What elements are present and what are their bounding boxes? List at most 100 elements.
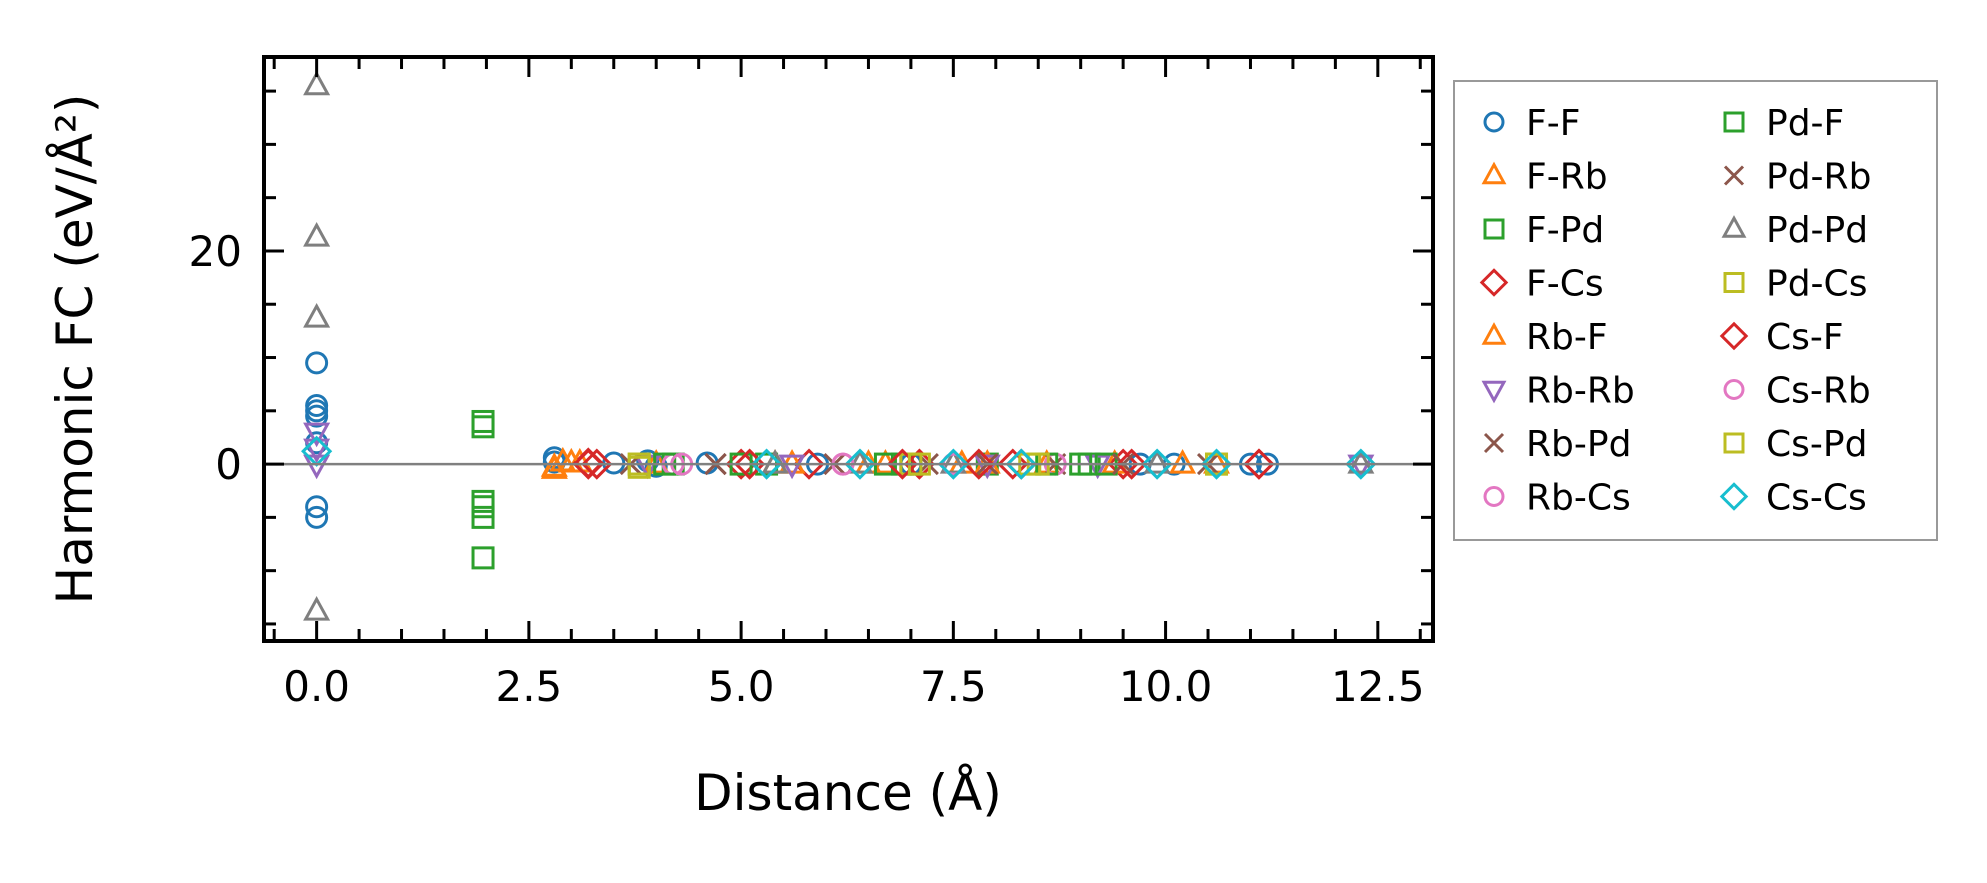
data-point-pd-pd [846, 448, 874, 474]
legend-item: Pd-Cs [1723, 264, 1867, 305]
legend-marker-rb-pd [1483, 432, 1505, 454]
plot-frame [262, 55, 1435, 643]
legend-label: F-F [1526, 103, 1580, 144]
legend-marker-cs-f [1719, 321, 1749, 351]
legend-marker-rb-cs [1483, 486, 1505, 507]
data-point-pd-pd [1143, 448, 1171, 474]
data-point-cs-cs [937, 448, 969, 480]
legend-marker-f-pd [1483, 218, 1505, 240]
data-point-cs-cs [1005, 448, 1037, 480]
data-point-rb-rb [303, 438, 331, 464]
legend-marker-pd-f [1723, 111, 1745, 133]
data-point-rb-rb [973, 454, 1001, 480]
x-tick-label: 12.5 [1331, 662, 1425, 711]
legend-item: Rb-Cs [1483, 478, 1631, 519]
x-tick-label: 2.5 [495, 662, 562, 711]
data-point-cs-f [572, 448, 604, 480]
data-point-pd-pd [303, 302, 331, 328]
legend-marker-rb-f [1481, 322, 1507, 345]
data-point-pd-pd [761, 448, 789, 474]
data-point-cs-f [963, 448, 995, 480]
data-point-rb-f [778, 448, 806, 474]
legend-label: Cs-Cs [1766, 478, 1867, 519]
data-point-cs-cs [1345, 448, 1377, 480]
data-point-cs-f [1243, 448, 1275, 480]
legend-item: F-Rb [1481, 157, 1608, 198]
legend-item: F-Cs [1479, 264, 1604, 305]
x-axis-label: Distance (Å) [694, 764, 1002, 822]
data-point-f-f [305, 505, 329, 529]
legend-item: F-F [1483, 103, 1580, 144]
data-point-f-cs [581, 448, 613, 480]
y-tick-label: 20 [189, 227, 242, 276]
data-point-pd-pd [939, 448, 967, 474]
legend-label: Pd-Pd [1766, 210, 1868, 251]
data-point-cs-f [1116, 448, 1148, 480]
data-point-f-f [305, 495, 329, 519]
legend-marker-pd-pd [1721, 215, 1747, 238]
legend-marker-f-f [1483, 111, 1505, 133]
data-point-pd-f [471, 505, 495, 529]
legend-item: Cs-Rb [1723, 371, 1871, 412]
data-point-cs-cs [750, 448, 783, 480]
legend-marker-pd-cs [1723, 272, 1745, 293]
legend-item: F-Pd [1483, 210, 1604, 251]
data-point-pd-pd [303, 221, 331, 247]
y-axis-label: Harmonic FC (eV/Å²) [46, 94, 104, 605]
x-tick-label: 5.0 [708, 662, 775, 711]
x-tick-label: 0.0 [283, 662, 350, 711]
legend-item: Cs-Cs [1719, 478, 1867, 519]
data-point-rb-rb [778, 454, 806, 480]
legend-item: Rb-Pd [1483, 424, 1631, 465]
legend-label: Cs-Rb [1766, 371, 1871, 412]
data-point-cs-cs [844, 448, 876, 480]
legend-marker-f-rb [1481, 161, 1507, 185]
legend-marker-pd-rb [1723, 165, 1745, 186]
data-point-f-f [305, 351, 329, 375]
data-point-rb-rb [1347, 454, 1375, 480]
legend-item: Rb-Rb [1481, 371, 1635, 412]
legend-label: F-Pd [1526, 210, 1604, 251]
legend-item: Pd-F [1723, 103, 1844, 144]
legend-label: Rb-Cs [1526, 478, 1631, 519]
legend-label: Pd-Rb [1766, 157, 1871, 198]
legend-item: Pd-Rb [1723, 157, 1871, 198]
legend-label: Cs-Pd [1766, 424, 1867, 465]
data-point-cs-f [997, 448, 1029, 480]
legend-label: Rb-Pd [1526, 424, 1631, 465]
data-point-cs-f [886, 448, 919, 480]
axis-ticks [264, 57, 1433, 641]
legend-label: Pd-Cs [1766, 264, 1867, 305]
data-point-pd-f [471, 409, 495, 433]
legend-marker-cs-pd [1723, 432, 1745, 454]
data-point-pd-f [471, 415, 495, 439]
legend-marker-cs-rb [1723, 379, 1745, 400]
x-tick-label: 10.0 [1119, 662, 1213, 711]
data-point-pd-f [471, 546, 495, 570]
legend-item: Cs-Pd [1723, 424, 1867, 465]
legend-item: Pd-Pd [1721, 210, 1868, 251]
data-point-cs-cs [1200, 448, 1233, 480]
data-point-f-cs [1107, 448, 1139, 480]
data-point-pd-pd [1347, 448, 1375, 474]
legend-label: F-Cs [1526, 264, 1604, 305]
legend-marker-rb-rb [1481, 380, 1507, 404]
data-point-rb-rb [303, 454, 331, 480]
legend-marker-f-cs [1479, 268, 1509, 297]
legend-item: Rb-F [1481, 317, 1608, 358]
y-tick-label: 0 [215, 440, 242, 489]
data-point-rb-rb [303, 422, 331, 448]
legend-label: Rb-F [1526, 317, 1608, 358]
x-tick-label: 7.5 [920, 662, 987, 711]
legend-label: Cs-F [1766, 317, 1844, 358]
legend-box [1453, 80, 1938, 541]
legend-label: Rb-Rb [1526, 371, 1635, 412]
data-point-rb-f [973, 448, 1001, 474]
data-point-f-rb [1169, 448, 1197, 474]
data-marks [301, 70, 1377, 621]
legend: F-F F-Rb F-Pd F-Cs Rb-F Rb-Rb Rb-Pd Rb-Cs Pd-F Pd… [1453, 80, 1938, 541]
legend-label: Pd-F [1766, 103, 1844, 144]
data-point-f-f [305, 404, 329, 428]
